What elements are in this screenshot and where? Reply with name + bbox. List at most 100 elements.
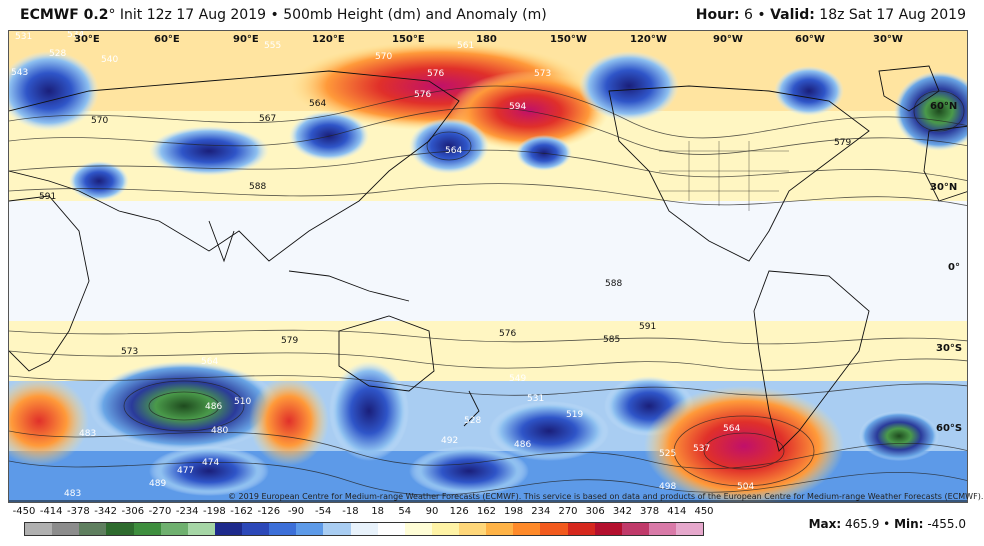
hour-value: 6 (744, 7, 753, 23)
title-right: Hour: 6 • Valid: 18z Sat 17 Aug 2019 (696, 7, 966, 23)
title-left: ECMWF 0.2° Init 12z 17 Aug 2019 • 500mb … (20, 7, 547, 23)
contour-label: 480 (211, 426, 228, 436)
max-label: Max: (808, 517, 842, 531)
colorbar-swatch (106, 523, 134, 535)
colorbar-labels: -450 -414 -378 -342 -306 -270 -234 -198 -162 -126… (13, 506, 714, 520)
colorbar-label: -342 (94, 506, 117, 517)
lat-label: 0° (948, 262, 960, 273)
africa-outline (9, 195, 90, 372)
anomaly-australia-low (329, 361, 409, 461)
west-africa-europe-outline (923, 125, 967, 202)
colorbar-swatch (676, 523, 704, 535)
contour-label: 525 (659, 449, 676, 459)
colorbar-label: 342 (612, 506, 632, 517)
colorbar-swatch (160, 523, 188, 535)
north-america-outline (608, 85, 870, 262)
lon-label: 30°E (74, 34, 100, 45)
colorbar-label: -234 (175, 506, 199, 517)
lon-label: 90°E (233, 34, 259, 45)
map-svg: 531 534 528 540 543 570 555 567 570 561 … (9, 31, 967, 502)
contour-label: 564 (723, 424, 740, 434)
contour-label: 474 (202, 458, 219, 468)
colorbar: -450 -414 -378 -342 -306 -270 -234 -198 -162 -126… (13, 506, 714, 542)
colorbar-label: -414 (39, 506, 63, 517)
contour-label: 576 (427, 69, 444, 79)
anomaly-south-pacific-low-2 (489, 401, 609, 461)
lon-label: 180 (476, 34, 497, 45)
colorbar-swatch (133, 523, 161, 535)
contour-label: 588 (249, 182, 266, 192)
lat-label: 30°N (930, 182, 958, 193)
colorbar-label: 414 (667, 506, 687, 517)
lat-label: 60°S (936, 423, 963, 434)
valid-value: 18z Sat 17 Aug 2019 (819, 7, 966, 23)
contour-label: 528 (49, 49, 66, 59)
contour-label: 579 (281, 336, 298, 346)
colorbar-swatch (79, 523, 107, 535)
model-name: ECMWF 0.2 (20, 7, 109, 23)
contour-label: 591 (39, 192, 56, 202)
contour-label: 549 (509, 374, 526, 384)
contour-label: 498 (659, 482, 676, 492)
colorbar-swatch (25, 523, 53, 535)
anomaly-atlantic-low (894, 71, 967, 151)
new-zealand-outline (463, 390, 480, 427)
south-america-outline (753, 270, 870, 452)
anomaly-indian-ridge (249, 376, 329, 466)
lat-label: 30°S (936, 343, 963, 354)
lon-label: 120°E (312, 34, 345, 45)
contour-label: 570 (91, 116, 108, 126)
colorbar-label: 270 (558, 506, 578, 517)
stats: Max: 465.9 • Min: -455.0 (808, 517, 966, 531)
contour-label: 564 (201, 357, 218, 367)
coastlines (9, 65, 967, 502)
anomaly-south-atlantic-low (859, 411, 939, 461)
indonesia-outline (288, 270, 410, 302)
colorbar-label: 306 (585, 506, 605, 517)
contour-label: 483 (79, 429, 96, 439)
colorbar-label: -270 (148, 506, 172, 517)
contour-label: 504 (737, 482, 754, 492)
colorbar-swatch (513, 523, 541, 535)
colorbar-swatch (52, 523, 80, 535)
contour-label: 534 (67, 31, 84, 40)
contour-label: 576 (499, 329, 516, 339)
contour-label: 555 (264, 41, 281, 51)
colorbar-label: 198 (504, 506, 524, 517)
anomaly-alaska-low (579, 51, 679, 121)
colorbar-label: -306 (121, 506, 145, 517)
contour-label: 492 (441, 436, 458, 446)
anomaly-south-atlantic-ridge (9, 376, 89, 466)
colorbar-swatch (431, 523, 459, 535)
hour-label: Hour: (695, 7, 740, 23)
lon-label: 60°E (154, 34, 180, 45)
anomaly-antarctic-low (149, 446, 269, 496)
map-panel: 531 534 528 540 543 570 555 567 570 561 … (8, 30, 968, 503)
colorbar-label: -90 (287, 506, 305, 517)
colorbar-label: 450 (694, 506, 714, 517)
anomaly-antarctic-low-2 (409, 446, 529, 496)
colorbar-label: -54 (315, 506, 332, 517)
contour-label: 564 (445, 146, 462, 156)
colorbar-swatch (567, 523, 595, 535)
min-value: -455.0 (927, 517, 966, 531)
contour-label-group: 531 534 528 540 543 570 555 567 570 561 … (11, 31, 851, 499)
contour-label: 570 (375, 52, 392, 62)
contour-label: 489 (149, 479, 166, 489)
contour-label: 561 (457, 41, 474, 51)
colorbar-swatch (486, 523, 514, 535)
lon-label: 90°W (713, 34, 743, 45)
contour-label: 486 (205, 402, 222, 412)
india-outline (208, 220, 235, 263)
colorbar-label: 18 (371, 506, 384, 517)
separator: • (757, 7, 766, 23)
contour-label: 540 (101, 55, 118, 65)
contour-label: 519 (566, 410, 583, 420)
australia-outline (338, 315, 435, 392)
colorbar-swatch (621, 523, 649, 535)
description: Init 12z 17 Aug 2019 • 500mb Height (dm)… (119, 7, 547, 23)
anomaly-caspian-low (69, 161, 129, 201)
contour-label: 528 (464, 416, 481, 426)
colorbar-swatch (540, 523, 568, 535)
contour-label: 483 (64, 489, 81, 499)
